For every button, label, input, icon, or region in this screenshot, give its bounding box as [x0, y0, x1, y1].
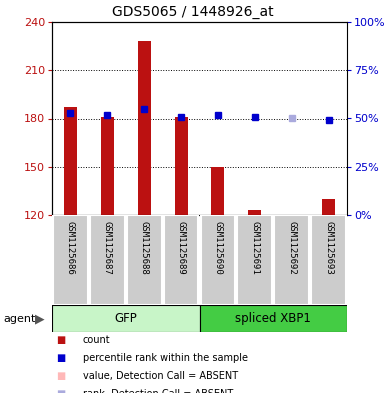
Text: GSM1125687: GSM1125687	[103, 221, 112, 275]
Text: GDS5065 / 1448926_at: GDS5065 / 1448926_at	[112, 5, 273, 19]
Text: GSM1125689: GSM1125689	[177, 221, 186, 275]
Bar	[211, 167, 224, 215]
Text: ■: ■	[56, 389, 65, 393]
Bar	[322, 199, 335, 215]
Text: GSM1125690: GSM1125690	[213, 221, 223, 275]
Bar	[53, 215, 88, 305]
Text: GSM1125688: GSM1125688	[140, 221, 149, 275]
Bar	[201, 215, 235, 305]
Bar	[238, 215, 272, 305]
Bar	[101, 117, 114, 215]
Bar	[311, 215, 346, 305]
Text: GFP: GFP	[114, 312, 137, 325]
Text: ■: ■	[56, 353, 65, 363]
Bar	[127, 215, 162, 305]
Text: percentile rank within the sample: percentile rank within the sample	[83, 353, 248, 363]
Text: rank, Detection Call = ABSENT: rank, Detection Call = ABSENT	[83, 389, 233, 393]
Bar	[164, 215, 198, 305]
Bar	[248, 210, 261, 215]
Text: value, Detection Call = ABSENT: value, Detection Call = ABSENT	[83, 371, 238, 381]
Text: ■: ■	[56, 371, 65, 381]
Text: spliced XBP1: spliced XBP1	[235, 312, 311, 325]
Bar	[90, 215, 125, 305]
Text: GSM1125692: GSM1125692	[287, 221, 296, 275]
Bar	[175, 117, 187, 215]
Bar	[199, 305, 347, 332]
Text: GSM1125686: GSM1125686	[66, 221, 75, 275]
Text: GSM1125693: GSM1125693	[324, 221, 333, 275]
Bar	[275, 215, 309, 305]
Text: GSM1125691: GSM1125691	[250, 221, 259, 275]
Bar	[64, 107, 77, 215]
Bar	[138, 41, 151, 215]
Text: ■: ■	[56, 335, 65, 345]
Bar	[52, 305, 199, 332]
Text: count: count	[83, 335, 110, 345]
Text: ▶: ▶	[35, 312, 45, 325]
Text: agent: agent	[4, 314, 36, 323]
